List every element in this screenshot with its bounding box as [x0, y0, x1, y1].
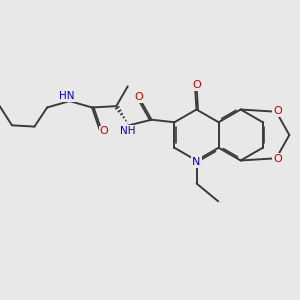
Text: O: O [100, 126, 109, 136]
Text: O: O [273, 106, 282, 116]
Text: N: N [192, 157, 201, 167]
Text: HN: HN [59, 91, 75, 101]
Text: O: O [134, 92, 143, 102]
Text: O: O [273, 154, 282, 164]
Text: O: O [192, 80, 201, 90]
Text: NH: NH [120, 126, 135, 136]
